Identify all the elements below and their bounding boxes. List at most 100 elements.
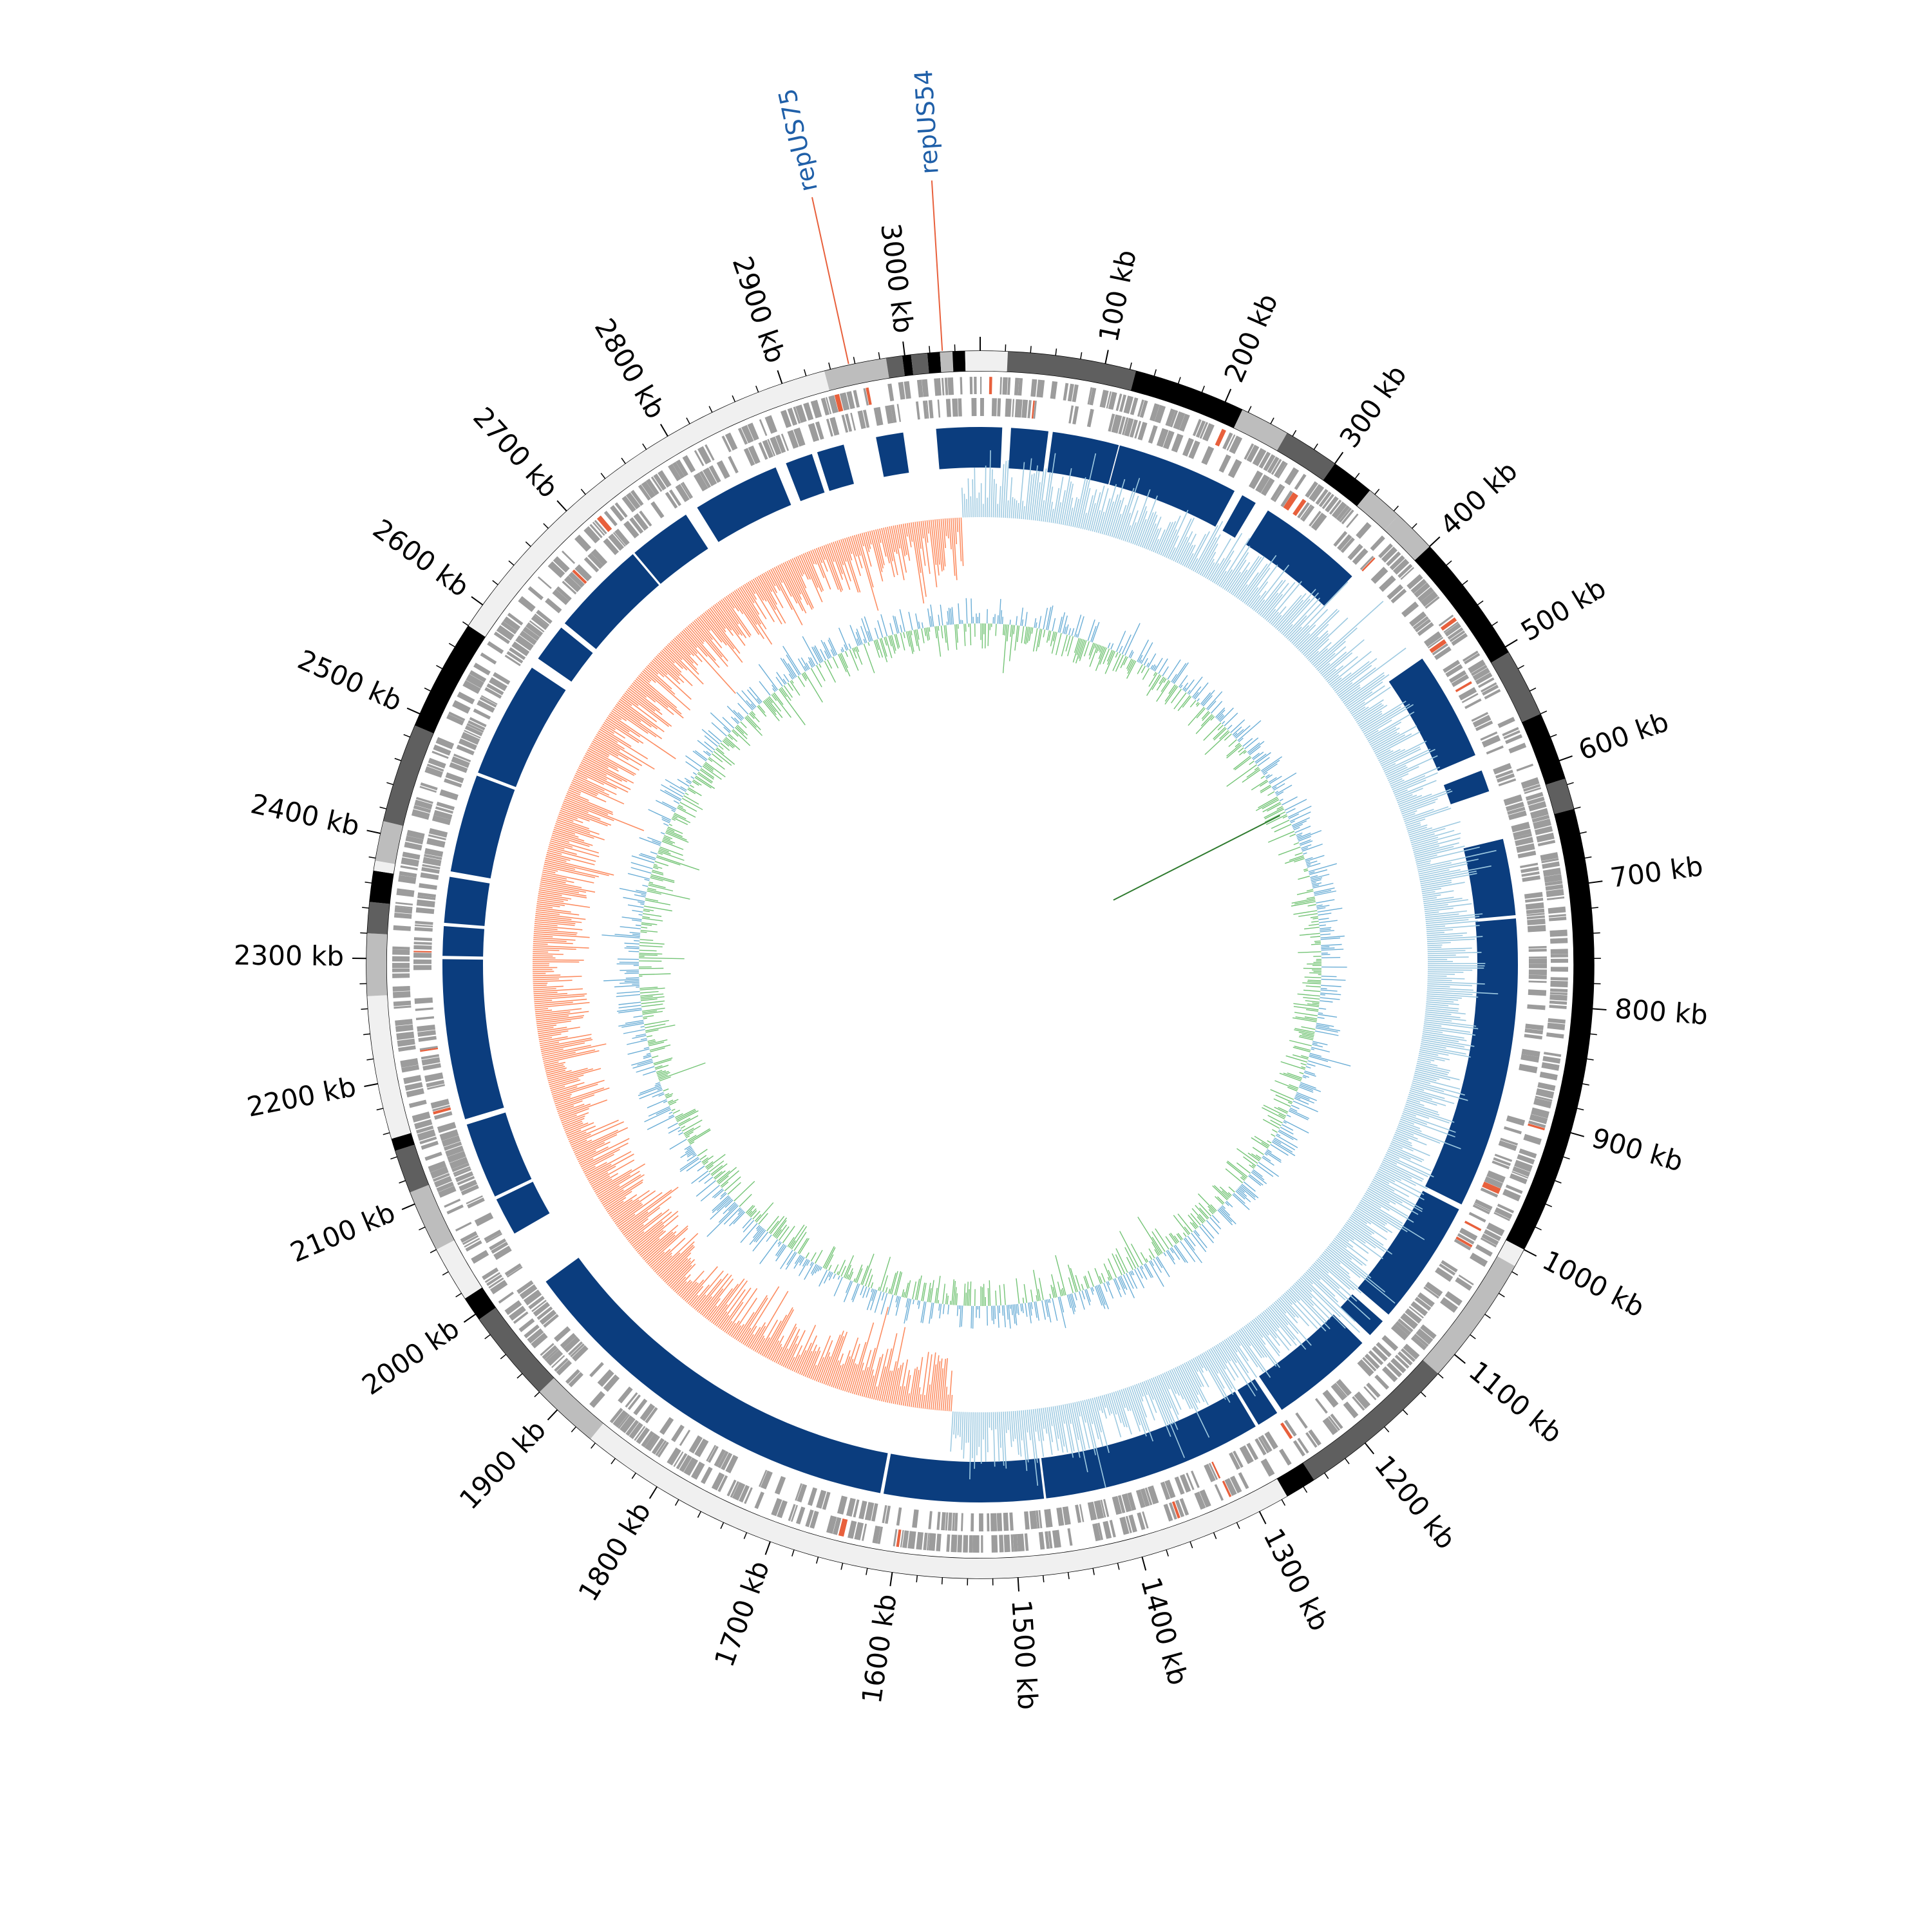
homology-block: [450, 775, 515, 878]
homology-block: [444, 876, 490, 926]
homology-block: [1041, 1391, 1256, 1499]
cds-reverse-gene: [522, 626, 540, 641]
cds-reverse-gene: [936, 1511, 941, 1530]
cds-forward-gene: [404, 841, 422, 851]
cds-reverse-gene: [1135, 1489, 1146, 1508]
cds-reverse-gene: [591, 549, 608, 566]
minor-tick: [1437, 1373, 1444, 1379]
major-tick: [1523, 1249, 1537, 1257]
cds-forward-gene: [1063, 383, 1069, 401]
cds-reverse-gene: [443, 1141, 462, 1151]
contig-segment: [1506, 809, 1594, 1250]
cds-forward-gene: [1414, 582, 1430, 598]
cds-forward-gene: [1549, 992, 1567, 996]
cds-forward-gene: [651, 1437, 665, 1455]
cds-reverse-gene: [1182, 437, 1194, 457]
cds-reverse-gene: [430, 1099, 450, 1109]
cds-reverse-gene: [714, 1449, 726, 1467]
cds-reverse-gene: [1148, 425, 1158, 444]
cds-forward-gene: [1331, 501, 1347, 519]
cds-forward-gene: [1497, 1204, 1515, 1214]
cds-reverse-gene: [1472, 1204, 1490, 1215]
tick-label: 800 kb: [1614, 993, 1709, 1031]
cds-reverse-gene: [603, 1374, 620, 1392]
cds-forward-gene: [1420, 1324, 1437, 1340]
cds-reverse-gene: [1229, 1452, 1240, 1470]
cds-reverse-gene: [971, 1513, 974, 1531]
cds-forward-gene: [861, 1523, 867, 1541]
cds-reverse-gene: [489, 1238, 507, 1251]
cds-forward-gene: [1425, 596, 1440, 609]
cds-reverse-gene: [873, 406, 884, 426]
minor-tick: [1080, 352, 1083, 359]
cds-forward-gene: [788, 1504, 796, 1521]
cds-reverse-gene: [1498, 1140, 1517, 1151]
cds-reverse-gene: [1414, 1296, 1432, 1311]
cds-reverse-gene: [815, 421, 824, 440]
cds-reverse-gene: [928, 400, 934, 419]
cds-forward-gene: [500, 621, 518, 634]
cds-reverse-gene: [1309, 511, 1321, 527]
homology-block: [466, 1112, 532, 1197]
cds-reverse-gene: [451, 1162, 470, 1173]
cds-forward-gene: [1455, 1277, 1472, 1291]
cds-forward-gene: [896, 1529, 902, 1548]
cds-reverse-gene: [1528, 963, 1547, 969]
cds-reverse-gene: [523, 1289, 542, 1306]
cds-reverse-gene: [1412, 616, 1429, 630]
cds-reverse-gene: [534, 613, 550, 627]
cds-forward-gene: [1444, 623, 1461, 637]
cds-forward-gene: [1514, 1160, 1533, 1173]
cds-reverse-gene: [1014, 399, 1023, 418]
cds-forward-gene: [1397, 1351, 1413, 1366]
cds-forward-gene: [764, 415, 778, 434]
cds-reverse-gene: [526, 622, 544, 638]
cds-reverse-gene: [422, 1063, 442, 1071]
minor-tick: [611, 1457, 616, 1464]
cds-reverse-gene: [743, 448, 755, 466]
cds-forward-gene: [551, 1355, 565, 1368]
cds-forward-gene: [658, 470, 672, 488]
cds-forward-gene: [473, 662, 491, 676]
contig-segment: [479, 1307, 554, 1392]
contig-segment: [1277, 1463, 1314, 1497]
contig-segment: [952, 351, 966, 372]
minor-tick: [365, 881, 372, 884]
cds-reverse-gene: [453, 1166, 471, 1175]
contig-segment: [374, 860, 395, 874]
cds-forward-gene: [1194, 1492, 1206, 1510]
cds-reverse-gene: [1423, 1286, 1439, 1299]
cds-reverse-gene: [915, 401, 920, 420]
cds-forward-gene: [1548, 1018, 1566, 1024]
cds-reverse-gene: [1493, 762, 1512, 775]
cds-reverse-gene: [1179, 1473, 1191, 1493]
cds-reverse-gene: [1359, 555, 1374, 571]
cds-forward-gene: [498, 1291, 514, 1304]
cds-forward-gene: [1297, 1437, 1309, 1454]
cds-forward-gene: [724, 432, 738, 451]
cds-forward-gene: [922, 379, 929, 397]
cds-forward-gene: [527, 1328, 544, 1344]
cds-reverse-gene: [1481, 735, 1501, 748]
cds-reverse-gene: [1482, 1181, 1501, 1194]
cds-forward-gene: [1549, 929, 1567, 937]
cds-reverse-gene: [1390, 1323, 1409, 1341]
major-tick: [366, 829, 381, 835]
cds-forward-gene: [1544, 874, 1562, 883]
cds-reverse-gene: [885, 405, 894, 424]
cds-forward-gene: [433, 744, 451, 756]
homology-block: [1222, 495, 1256, 538]
cds-reverse-gene: [1513, 833, 1533, 840]
cds-forward-gene: [1451, 632, 1468, 646]
cds-reverse-gene: [716, 460, 730, 479]
cds-reverse-gene: [484, 1229, 502, 1242]
cds-forward-gene: [1381, 546, 1397, 563]
cds-reverse-gene: [589, 1361, 604, 1378]
cds-reverse-gene: [1513, 828, 1532, 838]
minor-tick: [383, 1132, 390, 1135]
cds-reverse-gene: [1121, 1493, 1132, 1513]
cds-forward-gene: [1267, 456, 1280, 474]
minor-tick: [462, 621, 469, 627]
minor-tick: [1344, 1457, 1350, 1464]
minor-tick: [642, 443, 647, 450]
